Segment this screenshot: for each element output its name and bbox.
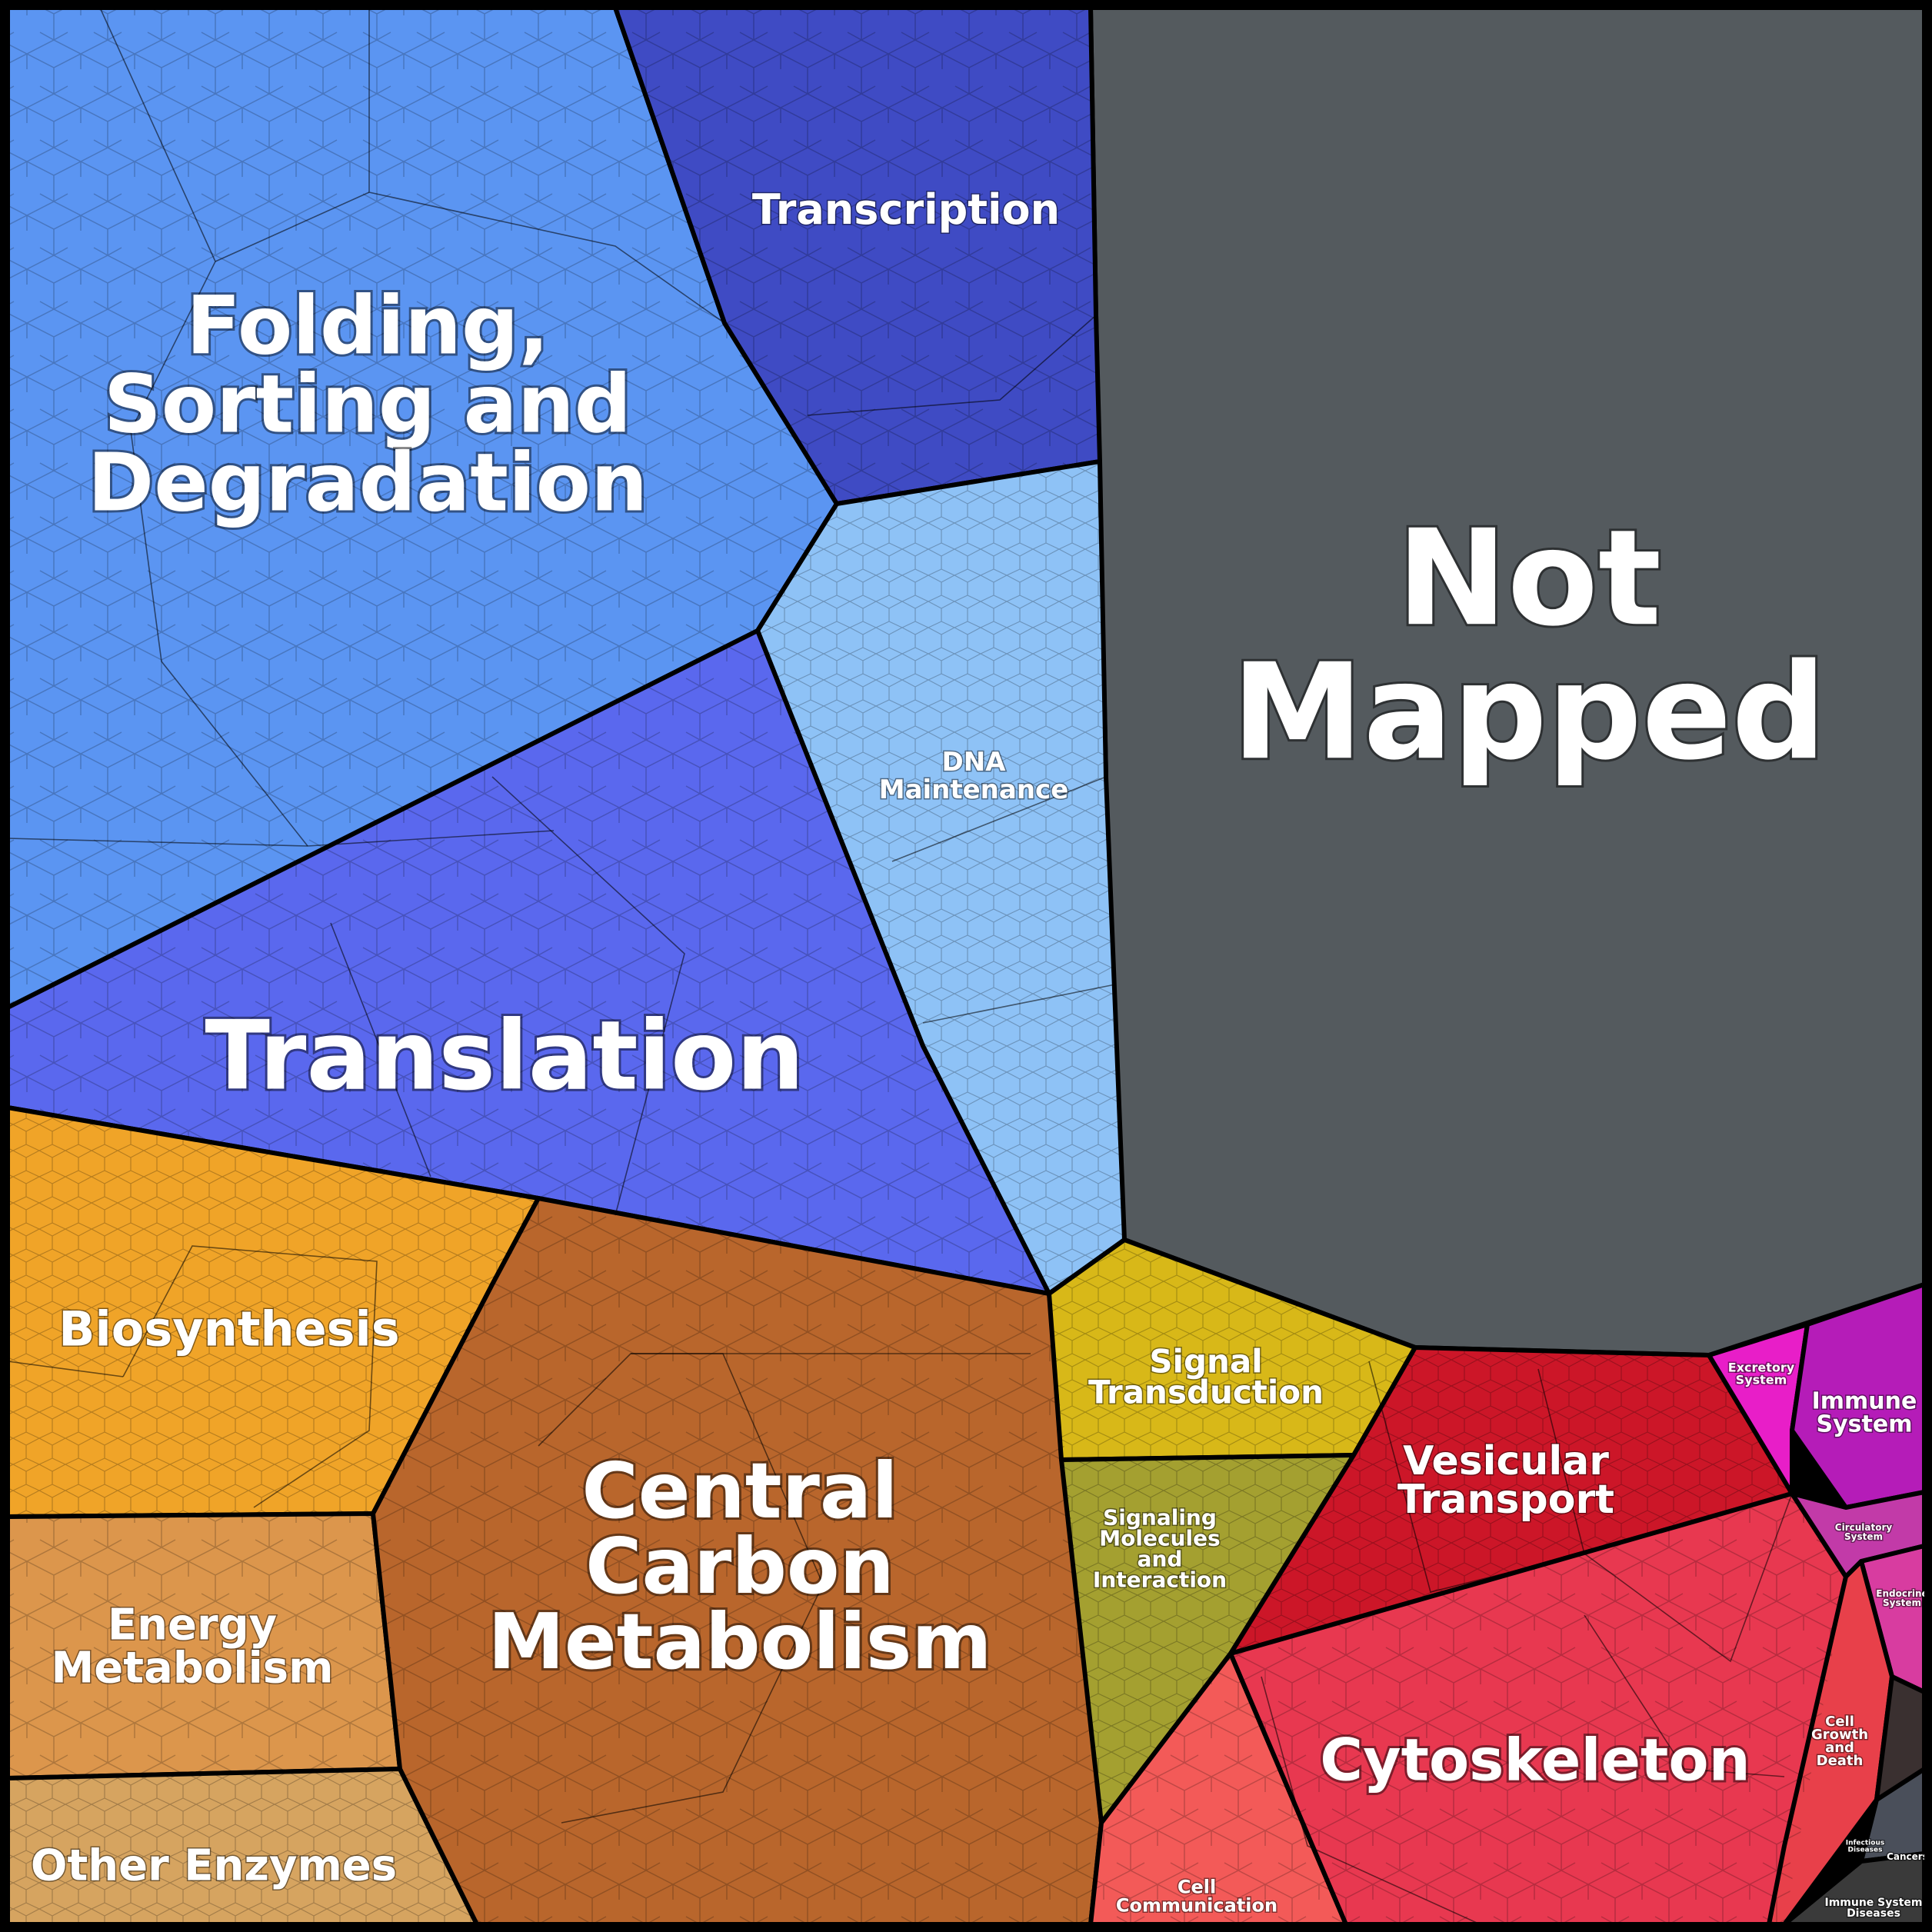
subcell-texture (8, 8, 1846, 1924)
label-signaling-molecules: Signaling Molecules and Interaction (1093, 1504, 1227, 1592)
label-not-mapped: Not Mapped (1231, 501, 1826, 789)
label-not-mapped-line: Mapped (1231, 635, 1826, 789)
label-energy-metabolism: Energy Metabolism (52, 1601, 334, 1694)
label-translation-line: Translation (205, 1001, 804, 1111)
label-infectious-diseases-line: Diseases (1848, 1847, 1883, 1854)
label-dna-maintenance-line: Maintenance (879, 774, 1069, 805)
labels: Not Mapped Folding, Sorting and Degradation… (29, 184, 1929, 1920)
label-folding-sorting-degradation: Folding, Sorting and Degradation (88, 278, 648, 529)
label-circulatory-system: Circulatory System (1835, 1522, 1893, 1542)
label-dna-maintenance-line: DNA (942, 747, 1007, 778)
label-other-enzymes: Other Enzymes (31, 1841, 397, 1891)
label-excretory-system: Excretory System (1728, 1361, 1795, 1387)
label-central-carbon-metabolism: Central Carbon Metabolism (488, 1446, 991, 1687)
label-transcription: Transcription (752, 185, 1060, 234)
label-cell-growth-and-death: Cell Growth and Death (1811, 1714, 1868, 1769)
label-immune-system-diseases: Immune System Diseases (1824, 1897, 1922, 1920)
label-translation: Translation (205, 1001, 804, 1111)
label-immune-system: Immune System (1812, 1388, 1917, 1438)
subregion-lines (7, 7, 1793, 1924)
label-endocrine-system-line: Endocrine (1876, 1588, 1927, 1599)
label-signal-transduction-line: Transduction (1088, 1374, 1324, 1411)
label-excretory-system-line: System (1736, 1373, 1787, 1387)
label-circulatory-system-line: Circulatory (1835, 1522, 1893, 1533)
label-excretory-system-line: Excretory (1728, 1361, 1795, 1375)
label-cytoskeleton-line: Cytoskeleton (1320, 1726, 1750, 1794)
label-cell-growth-and-death-line: Death (1817, 1753, 1864, 1769)
label-dna-maintenance: DNA Maintenance (879, 747, 1069, 805)
label-cell-growth-and-death-line: Cell (1825, 1714, 1854, 1730)
label-signaling-molecules-line: Interaction (1093, 1567, 1227, 1592)
label-folding-sorting-degradation-line: Degradation (88, 435, 648, 529)
label-biosynthesis-line: Biosynthesis (58, 1301, 399, 1357)
label-cytoskeleton: Cytoskeleton (1320, 1726, 1750, 1794)
label-cancers: Cancers (1887, 1851, 1928, 1862)
label-immune-system-line: System (1817, 1411, 1913, 1438)
label-vesicular-transport-line: Vesicular (1403, 1438, 1609, 1484)
label-folding-sorting-degradation-line: Sorting and (104, 357, 631, 451)
label-cancers-line: Cancers (1887, 1851, 1928, 1862)
label-cell-communication-line: Cell (1178, 1876, 1216, 1897)
label-energy-metabolism-line: Energy (108, 1601, 277, 1651)
label-infectious-diseases-line: Infectious (1846, 1840, 1884, 1847)
label-energy-metabolism-line: Metabolism (52, 1644, 334, 1694)
label-cell-communication-line: Communication (1116, 1894, 1277, 1916)
label-cell-growth-and-death-line: Growth (1811, 1727, 1868, 1743)
label-cell-communication: Cell Communication (1116, 1876, 1277, 1916)
label-immune-system-line: Immune (1812, 1388, 1917, 1415)
label-transcription-line: Transcription (752, 185, 1060, 234)
label-not-mapped-line: Not (1397, 501, 1661, 655)
label-immune-system-diseases-line: Diseases (1847, 1907, 1900, 1920)
label-signaling-molecules-line: and (1138, 1546, 1183, 1571)
label-vesicular-transport-line: Transport (1397, 1477, 1614, 1523)
label-circulatory-system-line: System (1844, 1531, 1883, 1542)
label-cell-growth-and-death-line: and (1825, 1740, 1854, 1756)
label-folding-sorting-degradation-line: Folding, (186, 278, 549, 372)
label-vesicular-transport: Vesicular Transport (1397, 1438, 1614, 1523)
label-other-enzymes-line: Other Enzymes (31, 1841, 397, 1891)
label-endocrine-system-line: System (1883, 1597, 1921, 1608)
label-infectious-diseases: Infectious Diseases (1846, 1840, 1884, 1854)
label-signaling-molecules-line: Signaling (1103, 1504, 1217, 1530)
label-signal-transduction: Signal Transduction (1088, 1343, 1324, 1411)
label-central-carbon-metabolism-line: Carbon (585, 1521, 894, 1611)
label-biosynthesis: Biosynthesis (58, 1301, 399, 1357)
label-central-carbon-metabolism-line: Metabolism (488, 1597, 991, 1687)
label-signaling-molecules-line: Molecules (1099, 1525, 1220, 1551)
label-endocrine-system: Endocrine System (1876, 1588, 1927, 1608)
label-immune-system-diseases-line: Immune System (1824, 1897, 1922, 1909)
label-central-carbon-metabolism-line: Central (581, 1446, 898, 1536)
label-signal-transduction-line: Signal (1149, 1343, 1262, 1381)
